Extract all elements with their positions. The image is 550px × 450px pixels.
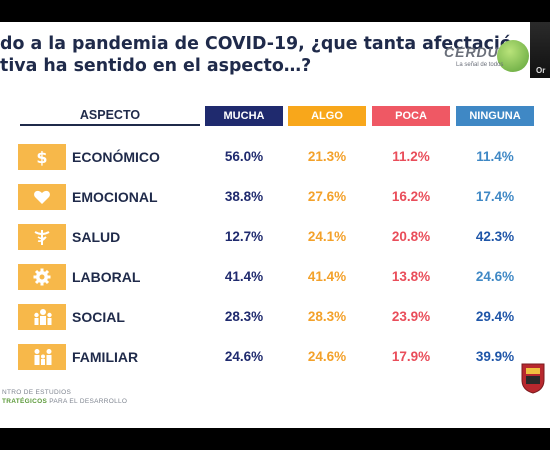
header-ninguna: NINGUNA [456,106,534,126]
footer-line-1: NTRO DE ESTUDIOS [2,389,72,396]
university-shield-icon [521,363,545,394]
header-algo: ALGO [288,106,366,126]
logo-mark-icon [497,40,529,72]
footer-line-2: TRATÉGICOS PARA EL DESARROLLO [2,397,127,406]
value-poca: 16.2% [391,189,431,204]
logo-subtitle: La señal de todos [456,62,504,68]
value-ninguna: 11.4% [476,149,514,164]
value-poca: 17.9% [391,349,431,364]
slide-title: do a la pandemia de COVID-19, ¿que tanta… [0,33,512,77]
value-algo: 41.4% [307,269,347,284]
table-row: FAMILIAR 24.6% 24.6% 17.9% 39.9% [0,342,550,372]
value-poca: 11.2% [392,149,430,164]
aspect-label: SALUD [72,229,121,245]
title-line-2: tiva ha sentido en el aspecto…? [0,56,312,76]
aspect-label: ECONÓMICO [72,149,160,165]
aspect-label: SOCIAL [72,309,125,325]
people-icon [18,304,66,330]
dollar-icon: $ [18,144,66,170]
value-mucha: 38.8% [224,189,264,204]
logo-text: CERDU [444,44,499,60]
broadcaster-logo: CERDU La señal de todos [444,40,534,78]
aspect-label: FAMILIAR [72,349,139,365]
svg-text:$: $ [36,148,47,166]
value-mucha: 12.7% [224,229,264,244]
value-algo: 21.3% [307,149,347,164]
caduceus-icon [18,224,66,250]
footer-rest: PARA EL DESARROLLO [47,398,128,405]
footer-strong: TRATÉGICOS [2,398,48,405]
header-aspecto: ASPECTO [20,106,200,126]
table-row: SALUD 12.7% 24.1% 20.8% 42.3% [0,222,550,252]
table-row: $ ECONÓMICO 56.0% 21.3% 11.2% 11.4% [0,142,550,172]
value-mucha: 28.3% [224,309,264,324]
value-algo: 28.3% [307,309,347,324]
presentation-slide: do a la pandemia de COVID-19, ¿que tanta… [0,22,550,428]
value-ninguna: 42.3% [475,229,515,244]
table-row: EMOCIONAL 38.8% 27.6% 16.2% 17.4% [0,182,550,212]
value-algo: 24.6% [307,349,347,364]
table-row: LABORAL 41.4% 41.4% 13.8% 24.6% [0,262,550,292]
value-poca: 13.8% [391,269,431,284]
value-algo: 27.6% [307,189,347,204]
webcam-label: Or [536,66,546,75]
family-icon [18,344,66,370]
value-ninguna: 39.9% [475,349,515,364]
value-ninguna: 29.4% [475,309,515,324]
table-row: SOCIAL 28.3% 28.3% 23.9% 29.4% [0,302,550,332]
value-poca: 23.9% [391,309,431,324]
value-mucha: 41.4% [224,269,264,284]
heart-icon [18,184,66,210]
title-line-1: do a la pandemia de COVID-19, ¿que tanta… [0,34,512,54]
value-algo: 24.1% [307,229,347,244]
gear-icon [18,264,66,290]
webcam-thumbnail: Or [530,22,550,78]
footer-credit: NTRO DE ESTUDIOS TRATÉGICOS PARA EL DESA… [2,388,127,406]
header-mucha: MUCHA [205,106,283,126]
header-poca: POCA [372,106,450,126]
value-ninguna: 24.6% [475,269,515,284]
value-mucha: 56.0% [224,149,264,164]
value-ninguna: 17.4% [475,189,515,204]
value-mucha: 24.6% [224,349,264,364]
value-poca: 20.8% [391,229,431,244]
aspect-label: EMOCIONAL [72,189,158,205]
aspect-label: LABORAL [72,269,141,285]
